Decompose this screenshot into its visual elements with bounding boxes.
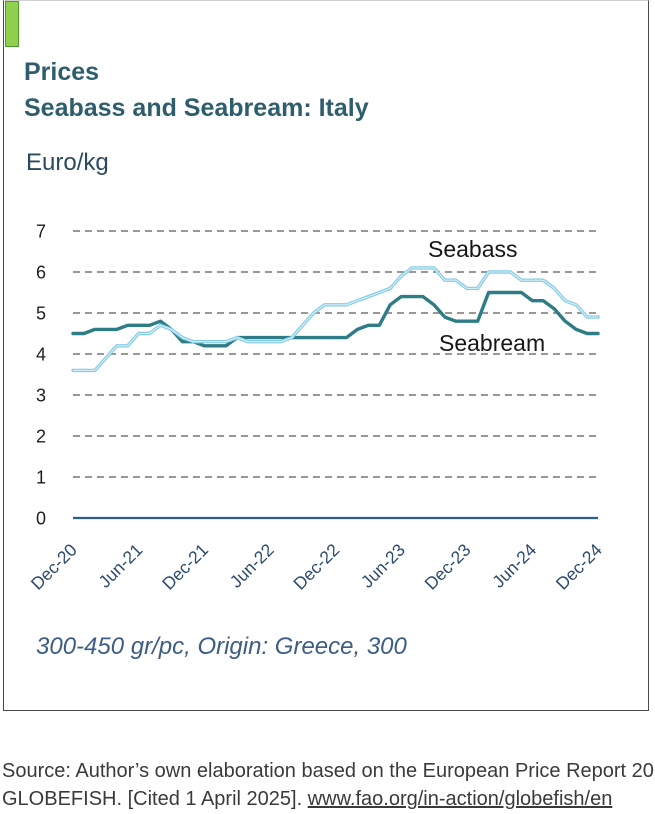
chart-note: 300-450 gr/pc, Origin: Greece, 300 [36,633,407,660]
y-tick-label: 6 [36,263,46,283]
globefish-link[interactable]: www.fao.org/in-action/globefish/en [307,788,613,810]
accent-bar [5,1,19,47]
y-tick-label: 5 [36,304,46,324]
x-tick-label: Jun-23 [357,540,409,592]
chart-plot: 0 1 2 3 4 5 6 7 Dec-20 Jun-21 Dec-21 Jun-22 Dec-22 Ju… [27,222,606,594]
x-tick-label: Jun-24 [488,540,540,592]
y-tick-label: 7 [36,222,46,242]
y-axis-unit-label: Euro/kg [26,149,109,176]
series-label-seabream: Seabream [439,330,545,356]
y-tick-label: 4 [36,345,46,365]
seabass-line-highlight [73,267,598,371]
caption-source-line: Source: Author’s own elaboration based o… [2,760,654,782]
chart-subtitle: Seabass and Seabream: Italy [24,94,369,122]
x-tick-label: Dec-23 [421,540,475,594]
figure-frame [3,0,649,711]
caption-citation-line: GLOBEFISH. [Cited 1 April 2025]. www.fao… [0,785,655,811]
figure-caption: Source: Author’s own elaboration based o… [0,757,655,811]
x-tick-label: Dec-24 [552,540,606,594]
x-tick-label: Jun-21 [94,540,146,592]
y-tick-label: 0 [36,509,46,529]
series-label-seabass: Seabass [428,236,518,262]
x-tick-label: Jun-22 [226,540,278,592]
y-tick-label: 1 [36,468,46,488]
seabream-line [71,290,600,348]
caption-citation-text: GLOBEFISH. [Cited 1 April 2025]. [2,788,308,810]
y-tick-label: 2 [36,427,46,447]
x-tick-label: Dec-20 [27,540,81,594]
x-tick-label: Dec-21 [158,540,212,594]
chart-title: Prices [24,58,100,86]
y-tick-label: 3 [36,386,46,406]
x-tick-label: Dec-22 [289,540,343,594]
